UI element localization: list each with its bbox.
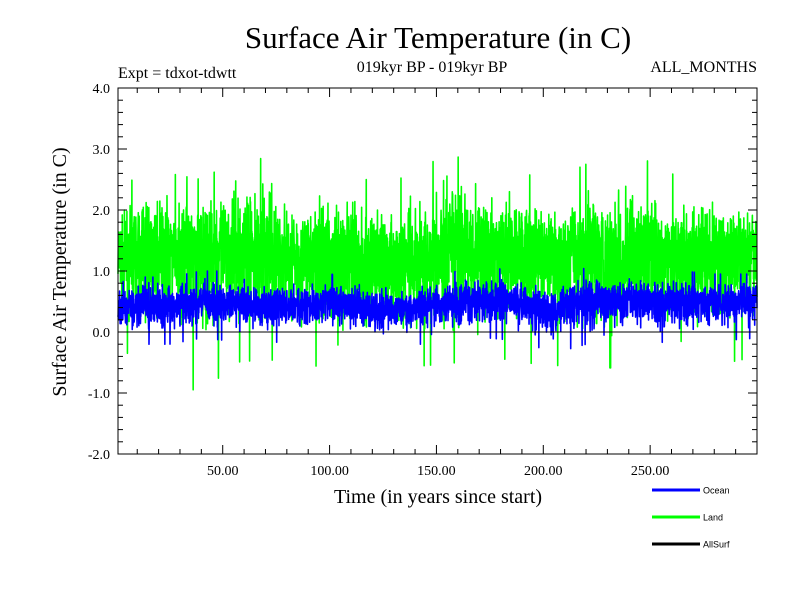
y-tick-label: -2.0: [88, 448, 110, 463]
y-tick-label: 1.0: [93, 265, 111, 280]
y-tick-label: 3.0: [93, 143, 111, 158]
y-tick-label: -1.0: [88, 387, 110, 402]
x-tick-label: 100.00: [310, 464, 349, 479]
y-tick-labels: -2.0 -1.0 0.0 1.0 2.0 3.0 4.0: [88, 82, 110, 463]
x-axis-label: Time (in years since start): [334, 486, 542, 508]
legend-label-land: Land: [703, 513, 723, 523]
experiment-label: Expt = tdxot-tdwtt: [118, 65, 237, 82]
x-tick-label: 200.00: [524, 464, 563, 479]
legend: Ocean Land AllSurf: [652, 486, 730, 550]
y-tick-label: 0.0: [93, 326, 111, 341]
y-tick-label: 2.0: [93, 204, 111, 219]
legend-label-allsurf: AllSurf: [703, 540, 730, 550]
plot-series: [118, 157, 757, 390]
x-tick-label: 250.00: [631, 464, 670, 479]
legend-label-ocean: Ocean: [703, 486, 730, 496]
y-axis-label: Surface Air Temperature (in C): [49, 147, 71, 396]
x-tick-labels: 50.00 100.00 150.00 200.00 250.00: [207, 464, 669, 479]
period-label: 019kyr BP - 019kyr BP: [357, 59, 508, 76]
y-tick-label: 4.0: [93, 82, 111, 97]
x-tick-label: 150.00: [417, 464, 456, 479]
months-label: ALL_MONTHS: [650, 59, 757, 76]
chart-title: Surface Air Temperature (in C): [245, 20, 631, 55]
x-tick-label: 50.00: [207, 464, 239, 479]
surface-air-temperature-chart: Surface Air Temperature (in C) Expt = td…: [0, 0, 800, 600]
series-line-land: [118, 157, 757, 390]
